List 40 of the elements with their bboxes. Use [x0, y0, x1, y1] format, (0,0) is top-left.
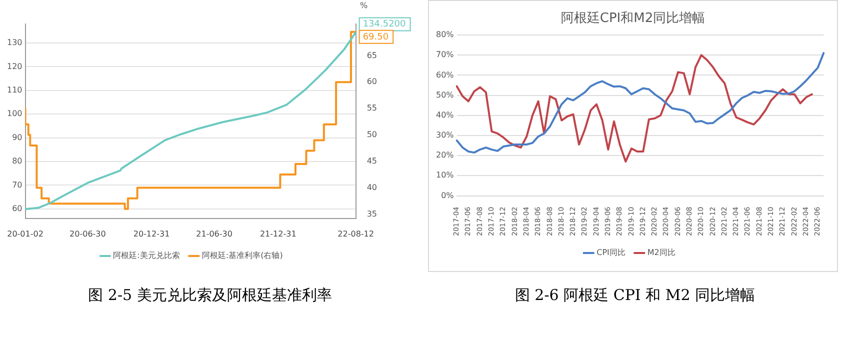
y-tick-label: 70%: [436, 50, 454, 60]
y-tick-label: 80%: [436, 30, 454, 40]
y-tick-label: 40%: [436, 110, 454, 120]
legend-label: 阿根廷:基准利率(右轴): [202, 251, 283, 260]
caption: 图 2-6 阿根廷 CPI 和 M2 同比增幅: [514, 286, 756, 305]
y-tick-label: 70: [12, 180, 22, 190]
y-tick-label: 60: [12, 204, 22, 213]
y-tick-label: 10%: [436, 170, 454, 180]
y2-tick-label: 55: [366, 104, 378, 113]
legend-label: M2同比: [647, 248, 676, 258]
y2-tick-label: 45: [366, 156, 378, 166]
y-tick-label: 120: [6, 62, 22, 71]
legend-label: 阿根廷:美元兑比索: [113, 251, 180, 260]
x-tick-label: 20-12-31: [133, 229, 170, 238]
data-label: 134.5200: [362, 20, 406, 30]
y2-axis-title: %: [360, 1, 368, 10]
y2-tick-label: 35: [366, 209, 378, 218]
y-tick-label: 100: [6, 109, 22, 118]
chart-title: 阿根廷CPI和M2同比增幅: [560, 10, 706, 27]
y-tick-label: 130: [6, 38, 22, 48]
y2-tick-label: 50: [366, 130, 378, 140]
legend-label: CPI同比: [596, 248, 626, 258]
y2-tick-label: 40: [366, 182, 378, 192]
x-tick-label: 20-01-02: [7, 229, 44, 238]
y-tick-label: 0%: [441, 190, 454, 200]
data-label: 69.50: [362, 32, 389, 42]
y-tick-label: 90: [12, 132, 22, 142]
y-tick-label: 80: [12, 156, 22, 166]
y-tick-label: 50%: [436, 90, 454, 100]
y2-tick-label: 65: [366, 50, 378, 60]
x-tick-label: 22-08-12: [338, 229, 374, 238]
y2-tick-label: 60: [366, 77, 378, 86]
x-tick-label: 21-06-30: [196, 229, 232, 238]
y-tick-label: 20%: [436, 150, 454, 160]
y-tick-label: 110: [6, 85, 22, 94]
x-tick-label: 20-06-30: [70, 229, 106, 238]
x-tick-label: 21-12-31: [260, 229, 296, 238]
caption: 图 2-5 美元兑比索及阿根廷基准利率: [87, 286, 333, 305]
y-tick-label: 60%: [436, 70, 454, 80]
y-tick-label: 30%: [436, 130, 454, 140]
